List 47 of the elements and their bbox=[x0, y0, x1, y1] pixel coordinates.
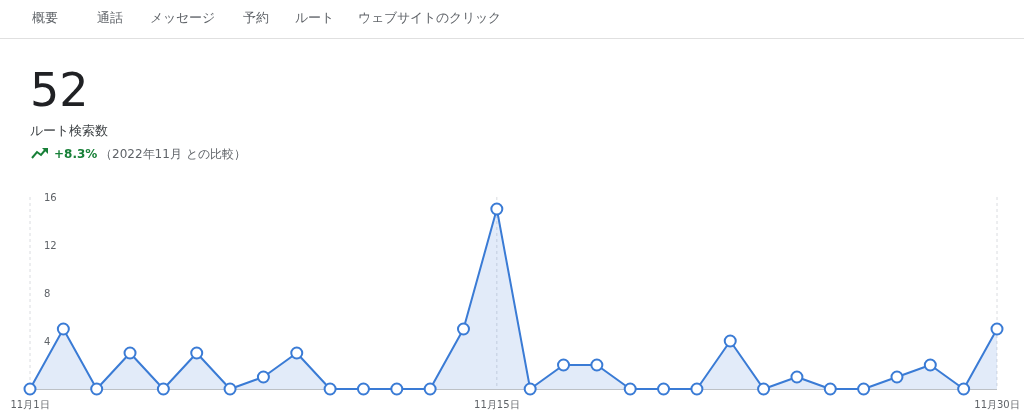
text: ルート bbox=[295, 10, 334, 25]
x-tick-label: 11月15日 bbox=[474, 399, 520, 410]
point bbox=[356, 382, 370, 396]
point bbox=[890, 370, 904, 384]
point bbox=[857, 382, 871, 396]
x-tick-label: 11月1日 bbox=[10, 399, 50, 410]
text: メッセージ bbox=[150, 10, 215, 25]
point bbox=[390, 382, 404, 396]
point bbox=[757, 382, 771, 396]
point bbox=[923, 358, 937, 372]
point bbox=[423, 382, 437, 396]
point bbox=[90, 382, 104, 396]
point bbox=[123, 346, 137, 360]
point bbox=[223, 382, 237, 396]
point bbox=[690, 382, 704, 396]
point bbox=[290, 346, 304, 360]
point bbox=[957, 382, 971, 396]
point bbox=[256, 370, 270, 384]
point bbox=[990, 322, 1004, 336]
text: ウェブサイトのクリック bbox=[358, 10, 501, 25]
point bbox=[490, 202, 504, 216]
text: +8.3% bbox=[54, 147, 98, 161]
text: 予約 bbox=[243, 10, 269, 25]
point bbox=[823, 382, 837, 396]
y-tick-label: 8 bbox=[44, 288, 51, 299]
text: （2022年11月 との比較） bbox=[100, 147, 246, 161]
point bbox=[323, 382, 337, 396]
y-tick-label: 4 bbox=[44, 336, 51, 347]
point bbox=[790, 370, 804, 384]
text: 通話 bbox=[97, 10, 123, 25]
point bbox=[623, 382, 637, 396]
point bbox=[456, 322, 470, 336]
point bbox=[190, 346, 204, 360]
chart-title: 52 bbox=[30, 63, 89, 117]
y-tick-label: 12 bbox=[44, 240, 57, 251]
point bbox=[23, 382, 37, 396]
point bbox=[557, 358, 571, 372]
point bbox=[590, 358, 604, 372]
chart-subtitle: ルート検索数 bbox=[30, 123, 108, 138]
x-tick-label: 11月30日 bbox=[974, 399, 1020, 410]
point bbox=[723, 334, 737, 348]
y-tick-label: 16 bbox=[44, 192, 57, 203]
point bbox=[56, 322, 70, 336]
point bbox=[156, 382, 170, 396]
text: 概要 bbox=[32, 10, 58, 25]
point bbox=[657, 382, 671, 396]
point bbox=[523, 382, 537, 396]
